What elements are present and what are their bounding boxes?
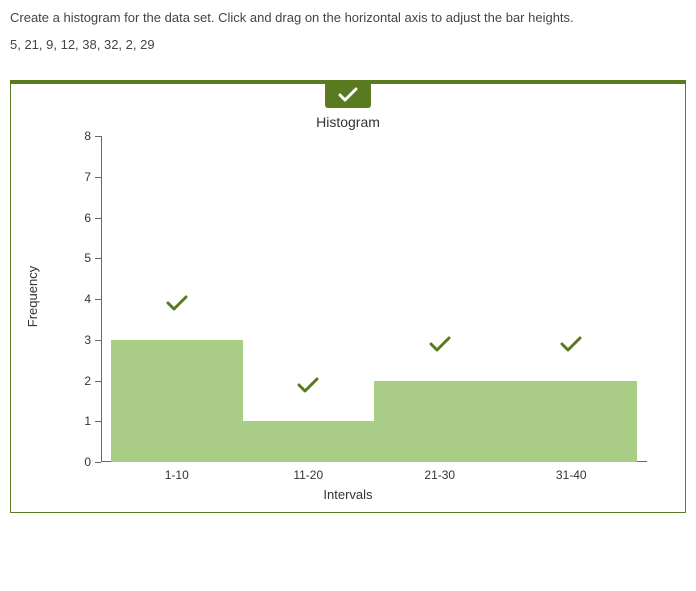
histogram-bar[interactable]	[506, 381, 638, 463]
y-tick	[95, 462, 101, 463]
y-axis-label: Frequency	[23, 130, 43, 462]
y-tick	[95, 421, 101, 422]
y-tick-label: 8	[84, 129, 91, 143]
answer-panel: Histogram Frequency Intervals 1-1011-202…	[10, 80, 686, 513]
check-icon	[166, 295, 188, 311]
histogram-bar[interactable]	[243, 421, 375, 462]
y-tick	[95, 218, 101, 219]
chart-area: Histogram Frequency Intervals 1-1011-202…	[29, 102, 667, 502]
check-icon	[297, 377, 319, 393]
bars-container: 1-1011-2021-3031-40	[111, 136, 637, 462]
y-tick	[95, 381, 101, 382]
data-values-text: 5, 21, 9, 12, 38, 32, 2, 29	[10, 37, 686, 52]
bar-correct-check	[560, 336, 582, 352]
histogram-bar[interactable]	[374, 381, 506, 463]
bar-correct-check	[429, 336, 451, 352]
check-icon	[338, 87, 358, 103]
bar-correct-check	[166, 295, 188, 311]
y-tick-label: 4	[84, 292, 91, 306]
instruction-text: Create a histogram for the data set. Cli…	[10, 10, 686, 25]
x-tick-label: 21-30	[424, 468, 455, 482]
bar-correct-check	[297, 377, 319, 393]
y-tick-label: 2	[84, 374, 91, 388]
y-axis-line	[101, 136, 102, 462]
y-tick	[95, 177, 101, 178]
y-tick-label: 0	[84, 455, 91, 469]
y-tick	[95, 340, 101, 341]
histogram-bar[interactable]	[111, 340, 243, 462]
x-tick-label: 11-20	[293, 468, 323, 482]
y-tick-label: 6	[84, 211, 91, 225]
answer-panel-wrap: Histogram Frequency Intervals 1-1011-202…	[10, 80, 686, 513]
y-tick	[95, 258, 101, 259]
x-axis-label: Intervals	[29, 487, 667, 502]
y-tick-label: 7	[84, 170, 91, 184]
check-icon	[429, 336, 451, 352]
y-tick	[95, 299, 101, 300]
x-tick-label: 31-40	[556, 468, 587, 482]
y-tick-label: 1	[84, 414, 91, 428]
x-tick-label: 1-10	[165, 468, 189, 482]
chart-title: Histogram	[29, 114, 667, 130]
y-tick-label: 3	[84, 333, 91, 347]
y-tick	[95, 136, 101, 137]
y-tick-label: 5	[84, 251, 91, 265]
plot-region[interactable]: 1-1011-2021-3031-40 012345678	[101, 136, 647, 462]
check-icon	[560, 336, 582, 352]
